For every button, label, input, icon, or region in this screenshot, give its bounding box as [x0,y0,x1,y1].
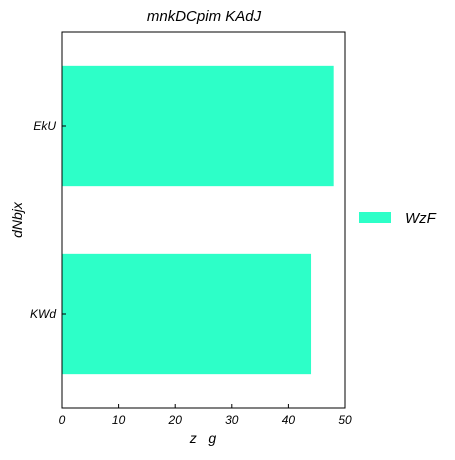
x-tick-label: 10 [112,413,126,427]
y-tick-label: EkU [33,119,56,133]
x-axis-label: z g [189,430,217,446]
legend-swatch [359,212,391,223]
chart-title: mnkDCpim KAdJ [147,8,262,25]
x-tick-label: 20 [168,413,183,427]
x-tick-label: 50 [338,413,352,427]
x-tick-label: 0 [59,413,66,427]
x-tick-label: 40 [282,413,296,427]
legend: WzF [359,210,437,227]
y-axis-label: dNbjx [9,201,25,238]
legend-label: WzF [405,210,437,227]
bar-KWd [62,253,312,375]
y-tick-label: KWd [30,307,56,321]
x-tick-label: 30 [225,413,239,427]
x-axis-ticks: 0 10 20 30 40 50 [59,404,352,427]
bar-EkU [62,65,334,187]
y-axis-ticks: EkU KWd [30,119,66,321]
bars-group [62,65,334,375]
plot-frame [61,31,346,409]
